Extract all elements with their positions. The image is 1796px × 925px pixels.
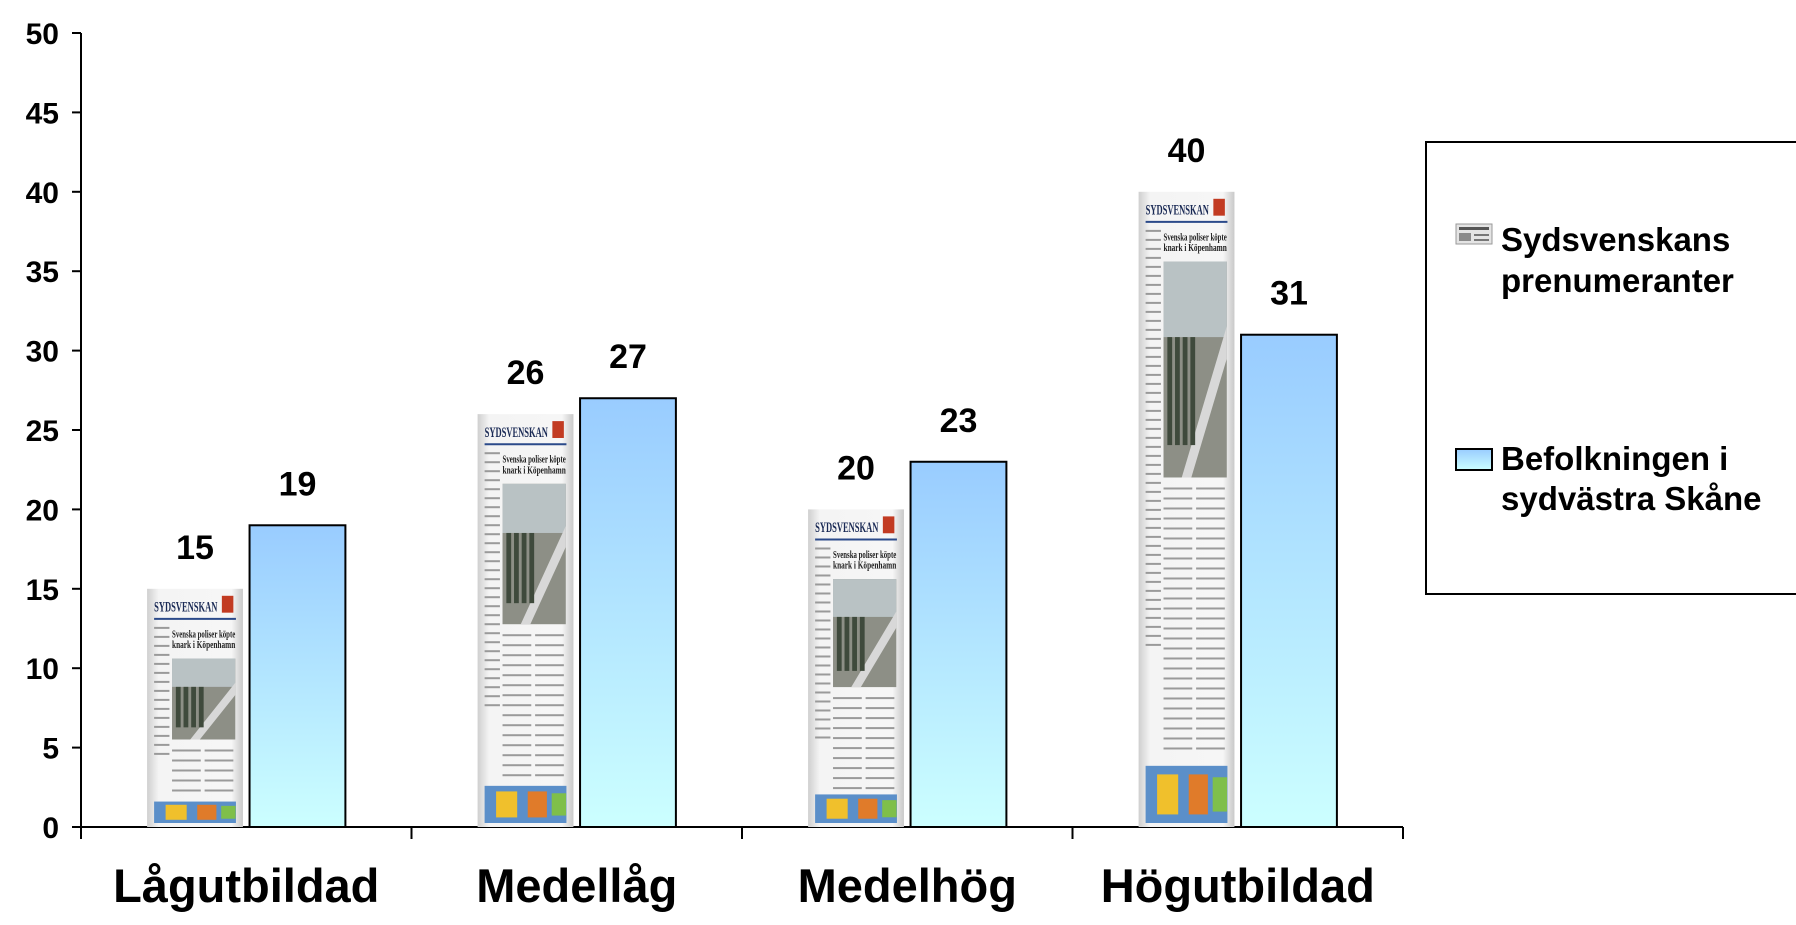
- x-axis-ticks: [80, 827, 1404, 839]
- svg-text:SYDSVENSKAN: SYDSVENSKAN: [485, 424, 548, 441]
- svg-text:SYDSVENSKAN: SYDSVENSKAN: [815, 519, 878, 536]
- legend-label-line1: Sydsvenskans: [1501, 221, 1730, 258]
- bar-population-2: [579, 397, 677, 828]
- y-tick-label: 10: [26, 653, 59, 686]
- data-label: 31: [1270, 275, 1308, 313]
- y-tick-label: 35: [26, 256, 59, 289]
- legend-item-population: Befolkningen i sydvästra Skåne: [1455, 440, 1762, 517]
- y-tick-label: 20: [26, 494, 59, 527]
- y-tick-label: 30: [26, 336, 59, 369]
- data-label: 23: [940, 402, 978, 440]
- data-label: 40: [1168, 132, 1206, 170]
- category-label: Lågutbildad: [113, 859, 379, 912]
- y-tick-label: 40: [26, 177, 59, 210]
- legend-label-line2: prenumeranter: [1501, 262, 1734, 299]
- category-labels: Lågutbildad Medellåg Medelhög Högutbildad: [113, 859, 1375, 912]
- category-label: Medellåg: [476, 859, 677, 912]
- svg-text:Svenska poliser köpte: Svenska poliser köpte: [503, 455, 566, 466]
- data-label: 20: [837, 449, 875, 487]
- legend-label-line2: sydvästra Skåne: [1501, 480, 1762, 517]
- legend-swatch-population: [1455, 448, 1493, 471]
- y-tick-label: 15: [26, 574, 59, 607]
- svg-text:Svenska poliser köpte: Svenska poliser köpte: [172, 629, 235, 640]
- y-tick-label: 5: [42, 733, 59, 766]
- data-label: 26: [507, 354, 545, 392]
- legend-item-subscribers: Sydsvenskans prenumeranter: [1455, 221, 1734, 299]
- y-tick-label: 25: [26, 415, 59, 448]
- svg-text:Svenska poliser köpte: Svenska poliser köpte: [833, 550, 896, 561]
- svg-text:knark i Köpenhamn: knark i Köpenhamn: [503, 465, 566, 476]
- y-axis-ticks: 0 5 10 15 20 25 30 35 40 45 50: [26, 18, 81, 845]
- data-label: 19: [279, 465, 317, 503]
- bar-population-1: [248, 524, 347, 829]
- svg-text:SYDSVENSKAN: SYDSVENSKAN: [1146, 202, 1209, 219]
- bar-population-3: [909, 460, 1008, 828]
- legend: Sydsvenskans prenumeranter Befolkningen …: [1425, 141, 1796, 595]
- category-label: Högutbildad: [1101, 859, 1375, 912]
- data-label: 15: [176, 529, 214, 567]
- legend-label-line1: Befolkningen i: [1501, 440, 1728, 477]
- y-tick-label: 45: [26, 97, 59, 130]
- svg-text:knark i Köpenhamn: knark i Köpenhamn: [1164, 243, 1227, 254]
- category-label: Medelhög: [798, 859, 1017, 912]
- y-tick-label: 0: [42, 812, 59, 845]
- svg-text:knark i Köpenhamn: knark i Köpenhamn: [833, 561, 896, 572]
- data-label: 27: [609, 338, 647, 376]
- plot-area: 0 5 10 15 20 25 30 35 40 45 50 SYDSVENSKAN Svenska …: [26, 18, 1404, 912]
- svg-text:knark i Köpenhamn: knark i Köpenhamn: [172, 640, 235, 651]
- bar-population-4: [1240, 333, 1338, 828]
- y-tick-label: 50: [26, 18, 59, 51]
- legend-box: [1425, 141, 1796, 595]
- data-labels: 15 19 26 27 20 23 40 31: [176, 132, 1308, 567]
- svg-text:Svenska poliser köpte: Svenska poliser köpte: [1164, 232, 1227, 243]
- newspaper-icon: [1455, 223, 1493, 245]
- svg-text:SYDSVENSKAN: SYDSVENSKAN: [154, 599, 217, 616]
